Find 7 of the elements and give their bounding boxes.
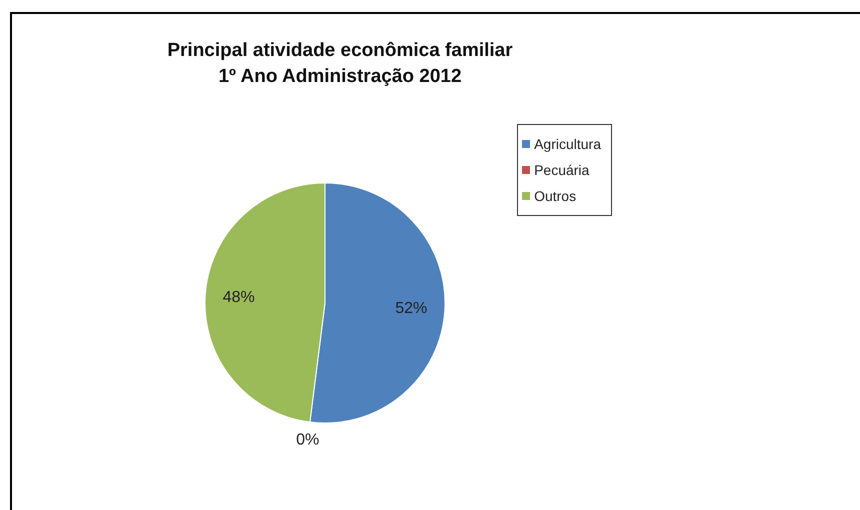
legend-label: Agricultura — [534, 135, 601, 154]
chart-title: Principal atividade econômica familiar 1º Ano Administração 2012 — [166, 39, 514, 89]
legend-label: Outros — [534, 187, 576, 206]
data-label: 48% — [222, 289, 255, 306]
text: 0% — [296, 431, 320, 448]
legend-label: Pecuária — [534, 161, 590, 180]
data-label: 52% — [395, 300, 428, 317]
